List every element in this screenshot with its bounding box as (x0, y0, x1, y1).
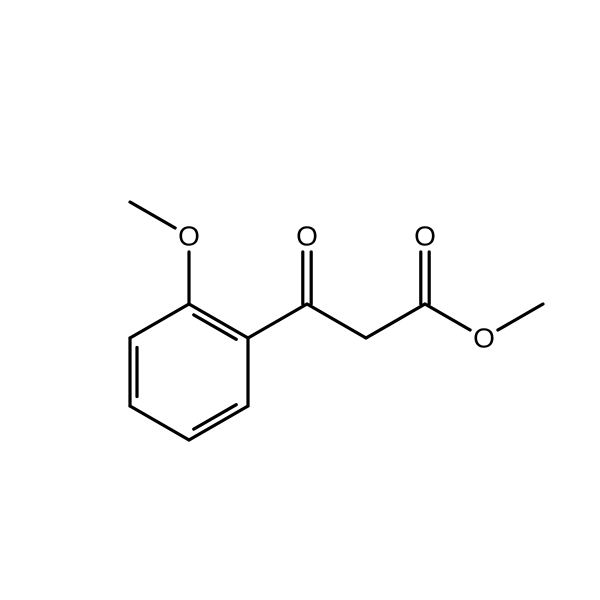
bond-line (307, 304, 366, 338)
bond-line (130, 202, 175, 228)
chemical-structure-diagram: O O O O (0, 0, 600, 600)
bond-line (366, 304, 425, 338)
atom-label: O (178, 221, 200, 252)
bond-line (130, 406, 189, 440)
atom-label: O (296, 221, 318, 252)
atom-label: O (414, 221, 436, 252)
bond-line (425, 304, 470, 330)
bond-line (189, 304, 248, 338)
bond-line (248, 304, 307, 338)
bond-line (130, 304, 189, 338)
atom-label: O (473, 323, 495, 354)
bond-line (498, 304, 543, 330)
bond-line (189, 406, 248, 440)
